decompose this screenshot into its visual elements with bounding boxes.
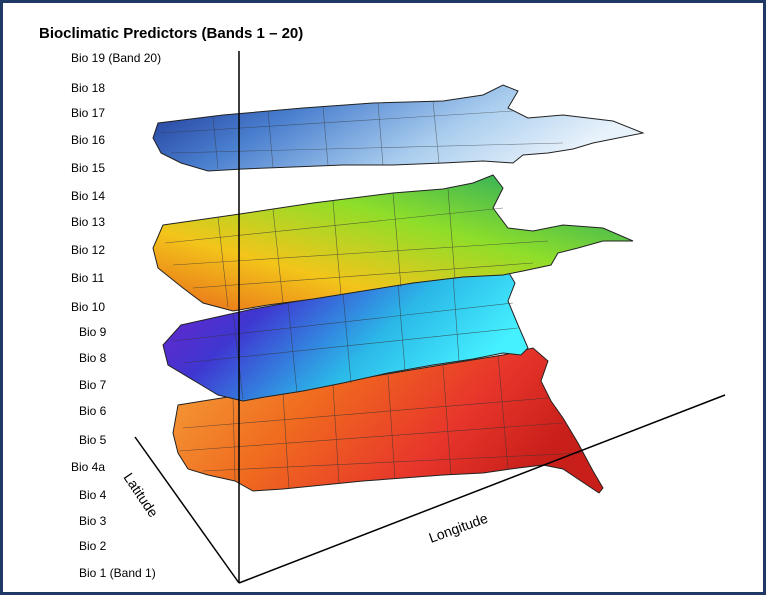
band-label: Bio 2 <box>79 539 107 553</box>
band-label: Bio 3 <box>79 514 107 528</box>
band-label: Bio 16 <box>71 133 106 147</box>
longitude-axis-line <box>238 394 726 584</box>
band-label: Bio 9 <box>79 325 107 339</box>
band-label: Bio 14 <box>71 189 106 203</box>
map-layer-top <box>152 84 645 172</box>
band-label: Bio 8 <box>79 351 107 365</box>
band-label: Bio 18 <box>71 81 106 95</box>
band-label: Bio 7 <box>79 378 107 392</box>
band-label: Bio 17 <box>71 106 106 120</box>
band-label: Bio 13 <box>71 215 106 229</box>
longitude-axis-label: Longitude <box>427 510 490 546</box>
latitude-axis-label: Latitude <box>121 470 162 520</box>
map-layer-bottom <box>172 347 604 494</box>
figure-title: Bioclimatic Predictors (Bands 1 – 20) <box>39 25 304 42</box>
band-label: Bio 6 <box>79 404 107 418</box>
band-label: Bio 11 <box>71 271 105 285</box>
band-label: Bio 10 <box>71 300 106 314</box>
band-label: Bio 15 <box>71 161 106 175</box>
band-label: Bio 4a <box>71 460 106 474</box>
map-layer-second <box>152 174 634 312</box>
band-label: Bio 4 <box>79 488 107 502</box>
stacked-map-diagram: Latitude Longitude <box>121 51 726 584</box>
band-label: Bio 12 <box>71 243 106 257</box>
axes <box>134 51 726 584</box>
band-label: Bio 19 (Band 20) <box>71 51 162 65</box>
band-label: Bio 1 (Band 1) <box>79 566 156 580</box>
latitude-axis-line <box>134 436 240 584</box>
band-label: Bio 5 <box>79 433 107 447</box>
